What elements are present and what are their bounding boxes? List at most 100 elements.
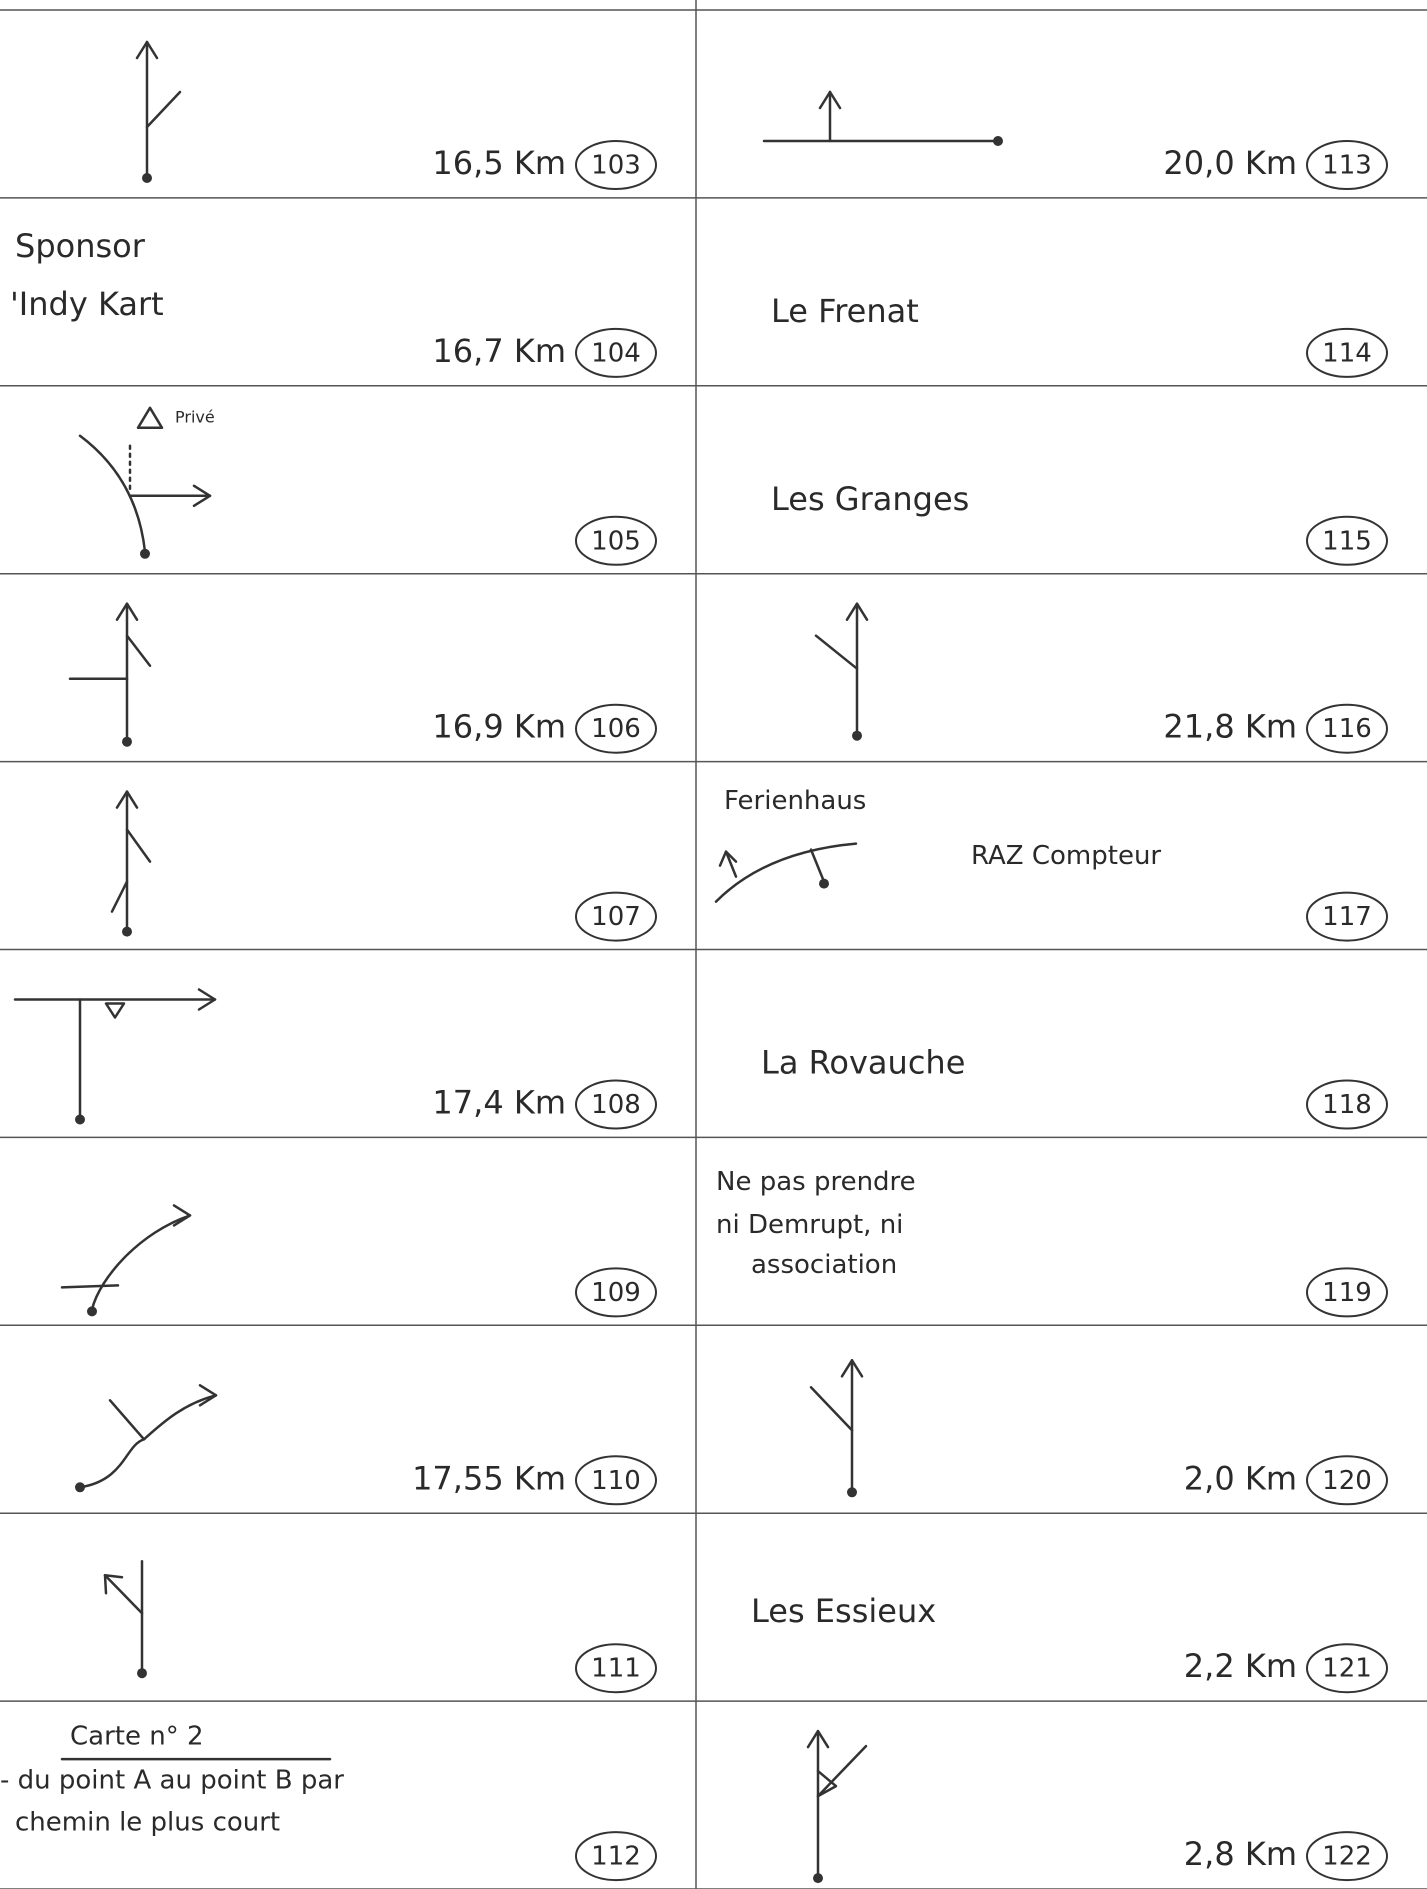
distance: 16,7 Km bbox=[432, 332, 566, 370]
tulip-diagram bbox=[68, 602, 152, 747]
box-number-circle bbox=[575, 1643, 657, 1694]
roadbook-cell: Sponsor 'Indy Kart 16,7 Km 104 bbox=[10, 227, 657, 378]
distance: 17,4 Km bbox=[432, 1084, 566, 1122]
box-number: 114 bbox=[1322, 338, 1372, 368]
start-dot bbox=[122, 926, 132, 937]
box-number-circle bbox=[575, 891, 657, 942]
tulip-diagram bbox=[806, 1729, 868, 1884]
box-number: 115 bbox=[1322, 526, 1372, 556]
box-number: 116 bbox=[1322, 714, 1372, 744]
tulip-diagram bbox=[809, 1359, 864, 1498]
box-number-circle bbox=[1306, 703, 1388, 754]
box-number: 118 bbox=[1322, 1090, 1372, 1120]
roadbook-cell: 109 bbox=[60, 1204, 657, 1318]
tulip-stroke bbox=[192, 484, 212, 508]
box-number-circle bbox=[575, 1079, 657, 1130]
distance: 16,5 Km bbox=[432, 144, 566, 182]
box-number: 117 bbox=[1322, 902, 1372, 932]
note-text: Privé bbox=[175, 407, 215, 426]
start-dot bbox=[142, 173, 152, 183]
box-number-circle bbox=[575, 1455, 657, 1506]
note-text: - du point A au point B par bbox=[0, 1766, 344, 1796]
box-number-circle bbox=[1306, 1831, 1388, 1882]
tulip-stroke bbox=[198, 1384, 218, 1407]
roadbook-cell: Ne pas prendre ni Demrupt, ni association 1… bbox=[716, 1167, 1388, 1318]
box-number: 120 bbox=[1322, 1466, 1372, 1496]
roadbook-cell: La Rovauche 118 bbox=[761, 1044, 1388, 1130]
roadbook-cell: 21,8 Km 116 bbox=[814, 602, 1388, 754]
box-number: 122 bbox=[1322, 1842, 1372, 1872]
note-text: ni Demrupt, ni bbox=[716, 1210, 903, 1240]
start-dot bbox=[75, 1114, 85, 1125]
tulip-stroke bbox=[145, 90, 182, 129]
start-dot bbox=[140, 548, 150, 559]
start-dot bbox=[819, 878, 829, 889]
roadbook-cell: 17,4 Km 108 bbox=[13, 988, 657, 1130]
roadbook-cell: 2,8 Km 122 bbox=[806, 1729, 1388, 1884]
note-text: association bbox=[751, 1250, 897, 1280]
box-number: 104 bbox=[591, 338, 641, 368]
roadbook-cell: 20,0 Km 113 bbox=[762, 90, 1388, 190]
box-number: 108 bbox=[591, 1090, 641, 1120]
box-number-circle bbox=[1306, 891, 1388, 942]
tulip-stroke bbox=[108, 1399, 146, 1441]
note-text: La Rovauche bbox=[761, 1044, 965, 1082]
box-number-circle bbox=[1306, 140, 1388, 190]
start-dot bbox=[847, 1487, 857, 1498]
tulip-diagram bbox=[13, 988, 217, 1125]
tulip-diagram bbox=[103, 1559, 147, 1679]
roadbook-cell: Le Frenat 114 bbox=[771, 292, 1388, 378]
tulip-stroke bbox=[172, 1204, 192, 1227]
tulip-diagram bbox=[78, 406, 212, 559]
tulip-stroke bbox=[103, 1573, 144, 1615]
start-dot bbox=[852, 730, 862, 741]
tulip-diagram bbox=[814, 602, 869, 741]
tulip-stroke bbox=[90, 1214, 192, 1311]
tulip-stroke bbox=[197, 988, 217, 1011]
box-number-circle bbox=[575, 1267, 657, 1318]
box-number-circle bbox=[1306, 1455, 1388, 1506]
tulip-diagram bbox=[762, 90, 1003, 146]
note-text: Les Essieux bbox=[751, 1592, 936, 1630]
tulip-stroke bbox=[845, 602, 869, 621]
tulip-stroke bbox=[125, 634, 152, 667]
tulip-stroke bbox=[110, 880, 129, 913]
roadbook-cell: 2,0 Km 120 bbox=[809, 1359, 1388, 1506]
tulip-diagram bbox=[110, 790, 152, 937]
box-number-circle bbox=[575, 140, 657, 190]
tulip-stroke bbox=[78, 434, 147, 554]
tulip-stroke bbox=[809, 848, 826, 883]
box-number-circle bbox=[575, 703, 657, 754]
tulip-stroke bbox=[816, 1744, 868, 1798]
roadbook-cell: Les Granges 115 bbox=[771, 480, 1388, 566]
note-text: Les Granges bbox=[771, 480, 969, 518]
box-number: 103 bbox=[591, 151, 641, 181]
start-dot bbox=[993, 136, 1003, 146]
start-dot bbox=[87, 1306, 97, 1317]
start-dot bbox=[813, 1873, 823, 1884]
start-dot bbox=[75, 1482, 85, 1493]
tulip-stroke bbox=[816, 1769, 838, 1798]
tulip-stroke bbox=[136, 406, 164, 430]
roadbook-cell: 107 bbox=[110, 790, 657, 942]
tulip-stroke bbox=[78, 1394, 218, 1489]
box-number: 107 bbox=[591, 902, 641, 932]
box-number: 111 bbox=[591, 1654, 641, 1684]
start-dot bbox=[122, 736, 132, 747]
tulip-stroke bbox=[814, 634, 859, 670]
roadbook-cell: Ferienhaus RAZ Compteur 117 bbox=[714, 786, 1388, 942]
distance: 2,8 Km bbox=[1184, 1835, 1297, 1873]
distance: 16,9 Km bbox=[432, 708, 566, 746]
roadbook-cell: 16,9 Km 106 bbox=[68, 602, 657, 754]
box-number: 113 bbox=[1322, 151, 1372, 181]
box-number-circle bbox=[1306, 515, 1388, 566]
roadbook-cell: 111 bbox=[103, 1559, 657, 1694]
tulip-stroke bbox=[115, 790, 139, 809]
tulip-diagram bbox=[60, 1204, 192, 1317]
note-text: RAZ Compteur bbox=[971, 841, 1161, 871]
roadbook-cell: 17,55 Km 110 bbox=[75, 1384, 657, 1506]
distance: 2,2 Km bbox=[1184, 1647, 1297, 1685]
roadbook-cell: 16,5 Km 103 bbox=[135, 40, 657, 190]
